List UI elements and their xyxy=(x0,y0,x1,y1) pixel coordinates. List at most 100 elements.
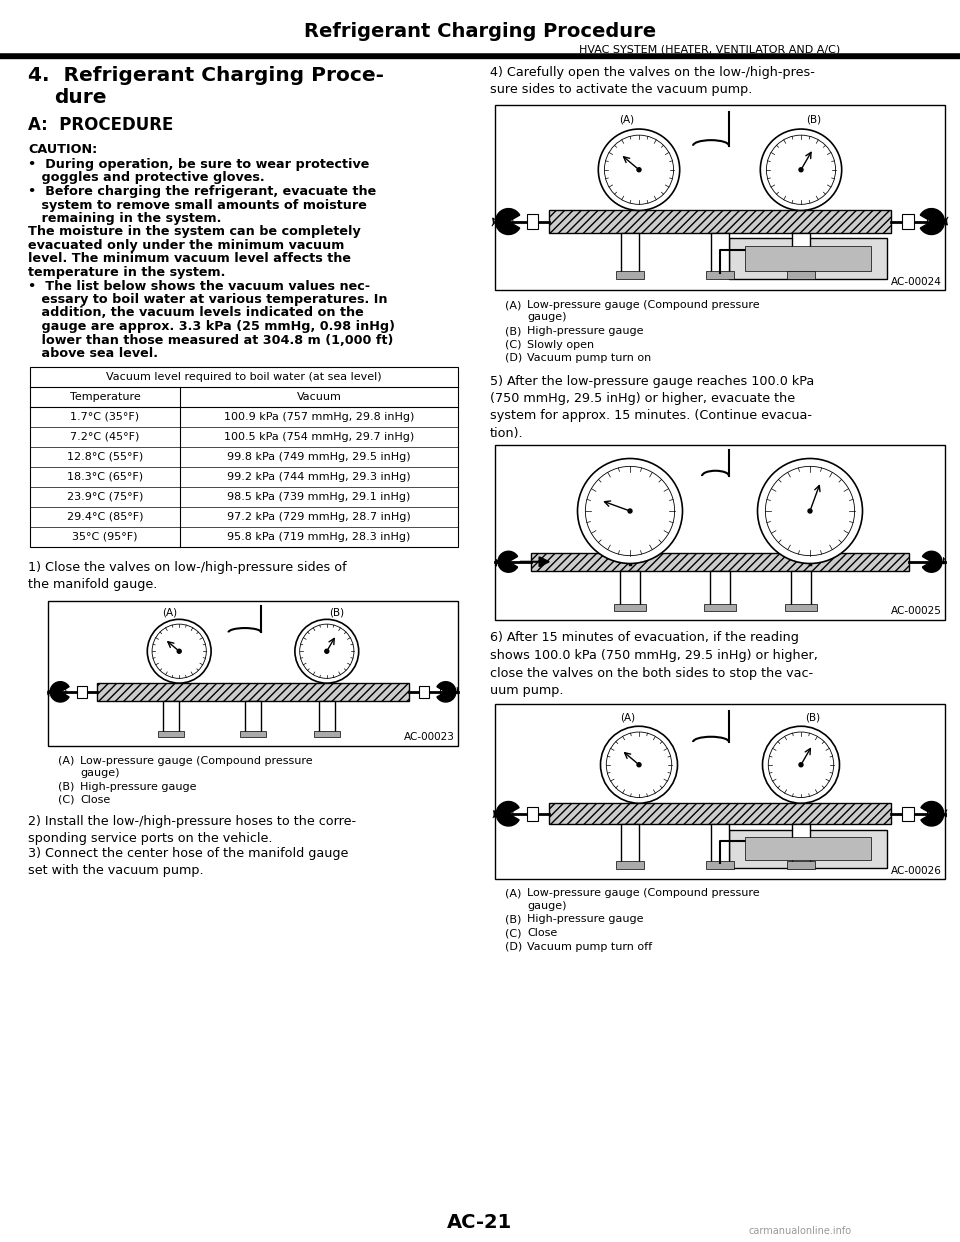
Text: HVAC SYSTEM (HEATER, VENTILATOR AND A/C): HVAC SYSTEM (HEATER, VENTILATOR AND A/C) xyxy=(580,43,841,53)
Wedge shape xyxy=(50,682,69,702)
Text: 7.2°C (45°F): 7.2°C (45°F) xyxy=(70,431,139,441)
Bar xyxy=(706,861,734,868)
Text: carmanualonline.info: carmanualonline.info xyxy=(749,1226,852,1236)
Text: (C): (C) xyxy=(499,216,515,226)
Text: (C): (C) xyxy=(925,216,941,226)
Text: AC-21: AC-21 xyxy=(447,1212,513,1232)
Circle shape xyxy=(605,135,674,205)
Text: (B): (B) xyxy=(805,114,821,124)
Bar xyxy=(729,830,886,868)
Text: Vacuum pump turn on: Vacuum pump turn on xyxy=(527,353,651,363)
Text: 100.5 kPa (754 mmHg, 29.7 inHg): 100.5 kPa (754 mmHg, 29.7 inHg) xyxy=(224,431,414,441)
Text: •  During operation, be sure to wear protective: • During operation, be sure to wear prot… xyxy=(28,158,370,171)
Circle shape xyxy=(152,625,206,678)
Text: Close: Close xyxy=(527,928,557,938)
Bar xyxy=(30,366,458,546)
Text: (C): (C) xyxy=(499,809,515,818)
Circle shape xyxy=(760,129,842,210)
Text: (D): (D) xyxy=(800,843,816,853)
Bar xyxy=(745,246,871,271)
Bar xyxy=(526,214,538,229)
Bar xyxy=(495,703,945,878)
Bar xyxy=(729,238,886,279)
Text: evacuated only under the minimum vacuum: evacuated only under the minimum vacuum xyxy=(28,238,345,252)
Text: High-pressure gauge: High-pressure gauge xyxy=(527,914,643,924)
Text: (A): (A) xyxy=(505,888,521,898)
Text: 99.8 kPa (749 mmHg, 29.5 inHg): 99.8 kPa (749 mmHg, 29.5 inHg) xyxy=(228,452,411,462)
Circle shape xyxy=(607,732,672,797)
Text: High-pressure gauge: High-pressure gauge xyxy=(527,325,643,337)
Text: The moisture in the system can be completely: The moisture in the system can be comple… xyxy=(28,226,361,238)
Text: Low-pressure gauge (Compound pressure
gauge): Low-pressure gauge (Compound pressure ga… xyxy=(527,301,759,323)
Text: High-pressure gauge: High-pressure gauge xyxy=(80,781,197,791)
Circle shape xyxy=(766,135,835,205)
Text: Vacuum: Vacuum xyxy=(297,391,342,401)
Text: 1) Close the valves on low-/high-pressure sides of
the manifold gauge.: 1) Close the valves on low-/high-pressur… xyxy=(28,560,347,591)
Text: dure: dure xyxy=(54,88,107,107)
Bar xyxy=(704,604,736,611)
Bar xyxy=(620,570,640,606)
Text: 23.9°C (75°F): 23.9°C (75°F) xyxy=(66,492,143,502)
Text: 97.2 kPa (729 mmHg, 28.7 inHg): 97.2 kPa (729 mmHg, 28.7 inHg) xyxy=(227,512,411,522)
Text: AC-00026: AC-00026 xyxy=(891,866,942,876)
Bar xyxy=(621,825,639,863)
Text: (A): (A) xyxy=(162,607,178,617)
Bar xyxy=(791,570,811,606)
Bar xyxy=(615,861,644,868)
Bar xyxy=(245,700,261,733)
Circle shape xyxy=(637,168,641,171)
Text: 4.  Refrigerant Charging Proce-: 4. Refrigerant Charging Proce- xyxy=(28,66,384,84)
Circle shape xyxy=(324,650,328,653)
Text: (B): (B) xyxy=(505,914,521,924)
Circle shape xyxy=(178,650,181,653)
Circle shape xyxy=(799,168,803,171)
Text: 2) Install the low-/high-pressure hoses to the corre-
sponding service ports on : 2) Install the low-/high-pressure hoses … xyxy=(28,815,356,845)
Text: (D): (D) xyxy=(505,353,522,363)
Text: (A): (A) xyxy=(620,712,635,723)
Text: 12.8°C (55°F): 12.8°C (55°F) xyxy=(67,452,143,462)
Text: 99.2 kPa (744 mmHg, 29.3 inHg): 99.2 kPa (744 mmHg, 29.3 inHg) xyxy=(228,472,411,482)
Bar xyxy=(621,232,639,273)
Text: Slowly open: Slowly open xyxy=(527,339,594,349)
Text: •  Before charging the refrigerant, evacuate the: • Before charging the refrigerant, evacu… xyxy=(28,185,376,197)
Bar xyxy=(97,683,409,700)
Bar xyxy=(711,825,729,863)
Text: Low-pressure gauge (Compound pressure
gauge): Low-pressure gauge (Compound pressure ga… xyxy=(80,755,313,777)
Bar xyxy=(615,271,644,279)
Wedge shape xyxy=(921,209,945,235)
Bar xyxy=(786,271,815,279)
Text: remaining in the system.: remaining in the system. xyxy=(28,212,222,225)
Bar xyxy=(526,807,538,821)
Bar xyxy=(420,686,429,698)
Bar xyxy=(549,804,891,825)
Bar xyxy=(495,106,945,289)
Text: CAUTION:: CAUTION: xyxy=(28,143,97,156)
Text: A:  PROCEDURE: A: PROCEDURE xyxy=(28,116,174,134)
Text: Refrigerant Charging Procedure: Refrigerant Charging Procedure xyxy=(304,22,656,41)
Text: (A): (A) xyxy=(619,114,635,124)
Text: 3) Connect the center hose of the manifold gauge
set with the vacuum pump.: 3) Connect the center hose of the manifo… xyxy=(28,847,348,877)
Bar xyxy=(784,604,817,611)
Text: (C): (C) xyxy=(505,928,521,938)
Text: 18.3°C (65°F): 18.3°C (65°F) xyxy=(67,472,143,482)
Bar xyxy=(48,600,458,745)
Circle shape xyxy=(765,467,854,555)
Wedge shape xyxy=(496,801,519,826)
Text: above sea level.: above sea level. xyxy=(28,347,158,360)
Text: Vacuum level required to boil water (at sea level): Vacuum level required to boil water (at … xyxy=(107,371,382,381)
Bar xyxy=(495,445,945,620)
Text: 6) After 15 minutes of evacuation, if the reading
shows 100.0 kPa (750 mmHg, 29.: 6) After 15 minutes of evacuation, if th… xyxy=(490,631,818,697)
Bar xyxy=(531,553,909,570)
Text: (B): (B) xyxy=(805,712,820,723)
Text: (B): (B) xyxy=(58,781,74,791)
Text: 100.9 kPa (757 mmHg, 29.8 inHg): 100.9 kPa (757 mmHg, 29.8 inHg) xyxy=(224,411,414,421)
Bar xyxy=(77,686,87,698)
Circle shape xyxy=(578,458,683,564)
Text: Vacuum pump turn off: Vacuum pump turn off xyxy=(527,941,652,951)
Text: Close: Close xyxy=(80,795,110,805)
Wedge shape xyxy=(437,682,456,702)
Text: 5) After the low-pressure gauge reaches 100.0 kPa
(750 mmHg, 29.5 inHg) or highe: 5) After the low-pressure gauge reaches … xyxy=(490,375,814,440)
Bar xyxy=(706,271,734,279)
Bar xyxy=(902,214,914,229)
Text: 4) Carefully open the valves on the low-/high-pres-
sure sides to activate the v: 4) Carefully open the valves on the low-… xyxy=(490,66,815,97)
